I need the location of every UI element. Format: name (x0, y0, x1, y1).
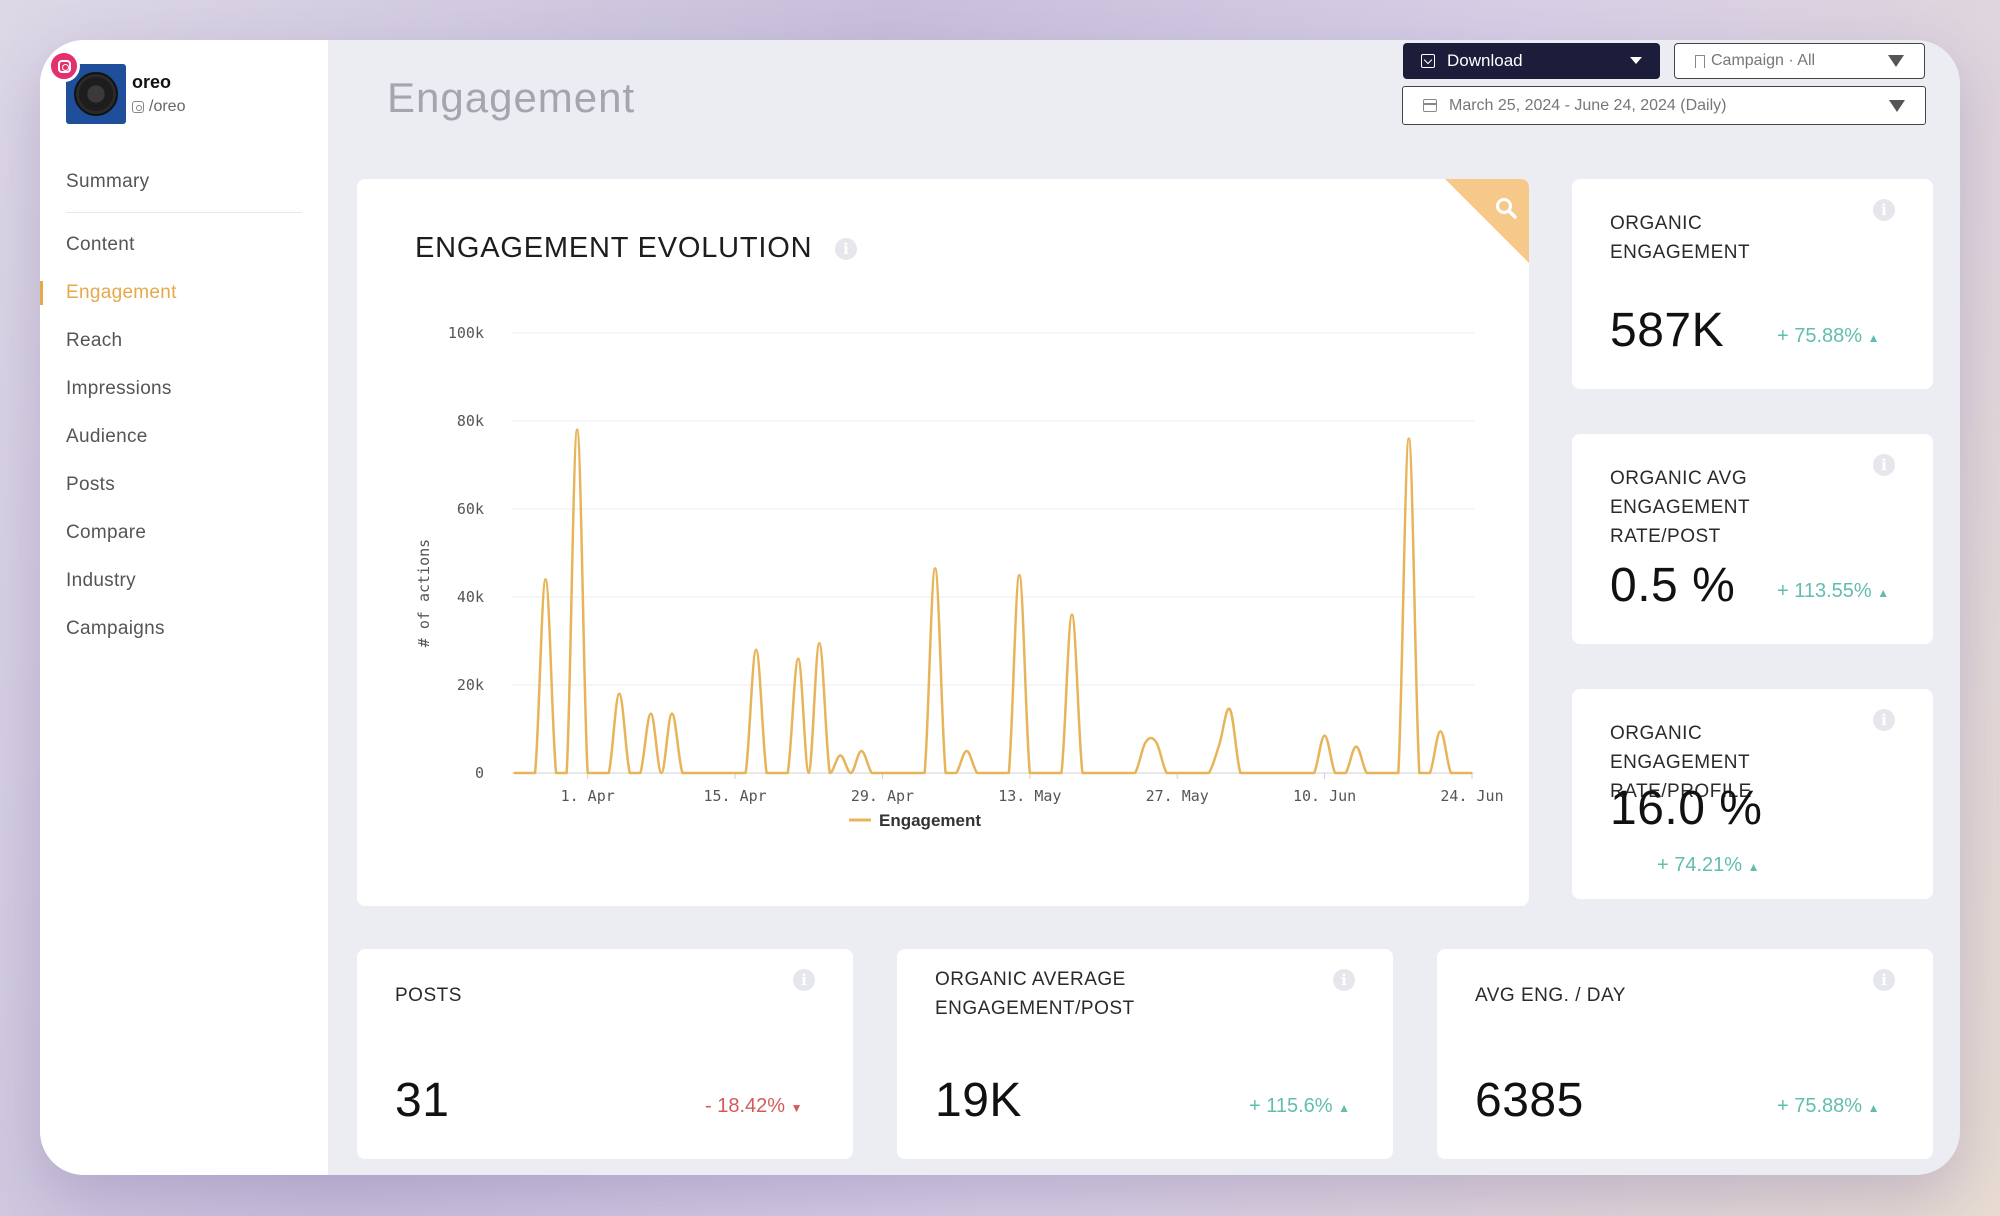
instagram-badge-icon (48, 50, 80, 82)
y-tick-label: 0 (475, 764, 484, 782)
organic-avg-eng-post-card: ORGANIC AVERAGE ENGAGEMENT/POST i 19K + 1… (897, 949, 1393, 1159)
nav-divider (66, 212, 302, 213)
engagement-evolution-card: ENGAGEMENT EVOLUTION i 0 20k 40k 60k 80k 100k… (357, 179, 1529, 906)
trend-up-icon: ▲ (1877, 586, 1890, 600)
sidebar-item-campaigns[interactable]: Campaigns (66, 618, 165, 639)
x-tick-label: 1. Apr (561, 787, 615, 805)
stat-change: + 115.6% ▲ (1249, 1095, 1351, 1117)
sidebar-item-content[interactable]: Content (66, 234, 135, 255)
y-tick-label: 100k (448, 324, 484, 342)
organic-rate-profile-card: ORGANIC ENGAGEMENT RATE/PROFILE i 16.0 % +… (1572, 689, 1933, 899)
sidebar-item-compare[interactable]: Compare (66, 522, 147, 543)
profile-handle: /oreo (132, 98, 185, 116)
sidebar-item-summary[interactable]: Summary (66, 171, 150, 192)
x-tick-label: 13. May (998, 787, 1061, 805)
date-range-label: March 25, 2024 - June 24, 2024 (Daily) (1449, 96, 1727, 114)
y-tick-label: 80k (457, 412, 484, 430)
sidebar-nav: Summary Content Engagement Reach Impress… (40, 158, 328, 653)
y-tick-label: 20k (457, 676, 484, 694)
avg-eng-day-card: AVG ENG. / DAY i 6385 + 75.88% ▲ (1437, 949, 1933, 1159)
dropdown-arrow-icon (1888, 55, 1904, 67)
organic-engagement-card: ORGANIC ENGAGEMENT i 587K + 75.88% ▲ (1572, 179, 1933, 389)
stat-label: ORGANIC ENGAGEMENT (1610, 213, 1751, 263)
info-icon[interactable]: i (1873, 199, 1895, 221)
stat-value: 0.5 % (1610, 559, 1736, 612)
x-tick-label: 29. Apr (851, 787, 914, 805)
download-button[interactable]: Download (1403, 43, 1660, 79)
stat-label: ORGANIC AVG ENGAGEMENT RATE/POST (1610, 468, 1751, 547)
info-icon[interactable]: i (835, 238, 857, 260)
sidebar-item-audience[interactable]: Audience (66, 426, 148, 447)
page-title: Engagement (387, 74, 636, 121)
profile-header[interactable]: oreo /oreo (48, 50, 316, 144)
trend-up-icon: ▲ (1338, 1101, 1351, 1115)
oreo-cookie-icon (74, 72, 118, 116)
stat-label: ORGANIC ENGAGEMENT RATE/PROFILE (1610, 723, 1752, 802)
stat-change: + 75.88% ▲ (1777, 1095, 1880, 1117)
x-tick-label: 15. Apr (703, 787, 766, 805)
stat-value: 19K (935, 1074, 1022, 1127)
posts-card: POSTS i 31 - 18.42% ▼ (357, 949, 853, 1159)
stat-value: 16.0 % (1610, 782, 1763, 835)
calendar-icon (1423, 99, 1437, 112)
trend-up-icon: ▲ (1747, 860, 1760, 874)
x-tick-label: 27. May (1146, 787, 1209, 805)
sidebar-item-posts[interactable]: Posts (66, 474, 116, 495)
stat-label: ORGANIC AVERAGE ENGAGEMENT/POST (935, 969, 1135, 1019)
zoom-corner[interactable] (1445, 179, 1529, 263)
stat-change: - 18.42% ▼ (705, 1095, 803, 1117)
dropdown-arrow-icon (1889, 100, 1905, 112)
profile-name: oreo (132, 72, 172, 92)
y-tick-label: 40k (457, 588, 484, 606)
sidebar-item-reach[interactable]: Reach (66, 330, 123, 351)
info-icon[interactable]: i (1873, 709, 1895, 731)
stat-label: AVG ENG. / DAY (1475, 985, 1626, 1006)
info-icon[interactable]: i (1873, 969, 1895, 991)
search-icon[interactable] (1495, 197, 1517, 219)
sidebar-item-industry[interactable]: Industry (66, 570, 136, 591)
info-icon[interactable]: i (793, 969, 815, 991)
stat-value: 31 (395, 1074, 450, 1127)
stat-label: POSTS (395, 985, 462, 1006)
trend-down-icon: ▼ (790, 1101, 803, 1115)
x-tick-label: 10. Jun (1293, 787, 1356, 805)
app-window: oreo /oreo Summary Content Engagement Re… (40, 40, 1960, 1175)
campaign-select[interactable]: Campaign · All (1674, 43, 1925, 79)
engagement-line-chart: 0 20k 40k 60k 80k 100k 1. Apr 15. Apr 29. Apr 13.… (415, 324, 1504, 830)
instagram-icon (132, 101, 144, 113)
profile-handle-text: /oreo (149, 98, 186, 115)
stat-change: + 74.21% ▲ (1657, 854, 1760, 876)
trend-up-icon: ▲ (1867, 1101, 1880, 1115)
y-tick-label: 60k (457, 500, 484, 518)
info-icon[interactable]: i (1873, 454, 1895, 476)
chevron-down-icon (1630, 57, 1642, 64)
stat-change: + 75.88% ▲ (1777, 325, 1880, 347)
legend-label: Engagement (879, 811, 981, 830)
stat-value: 587K (1610, 304, 1725, 357)
download-icon (1421, 54, 1435, 68)
info-icon[interactable]: i (1333, 969, 1355, 991)
series-line-engagement (514, 428, 1472, 775)
y-axis-label: # of actions (415, 539, 433, 647)
bookmark-icon (1695, 54, 1705, 68)
sidebar-item-impressions[interactable]: Impressions (66, 378, 172, 399)
sidebar-item-engagement[interactable]: Engagement (40, 269, 328, 317)
avatar (66, 64, 126, 124)
stat-value: 6385 (1475, 1074, 1584, 1127)
trend-up-icon: ▲ (1867, 331, 1880, 345)
x-tick-label: 24. Jun (1440, 787, 1503, 805)
organic-avg-rate-post-card: ORGANIC AVG ENGAGEMENT RATE/POST i 0.5 % +… (1572, 434, 1933, 644)
chart-title: ENGAGEMENT EVOLUTION (415, 232, 813, 264)
date-range-select[interactable]: March 25, 2024 - June 24, 2024 (Daily) (1402, 86, 1926, 125)
download-label: Download (1447, 51, 1523, 70)
campaign-label: Campaign · All (1711, 52, 1816, 69)
sidebar: oreo /oreo Summary Content Engagement Re… (40, 40, 328, 1175)
stat-change: + 113.55% ▲ (1777, 580, 1890, 602)
